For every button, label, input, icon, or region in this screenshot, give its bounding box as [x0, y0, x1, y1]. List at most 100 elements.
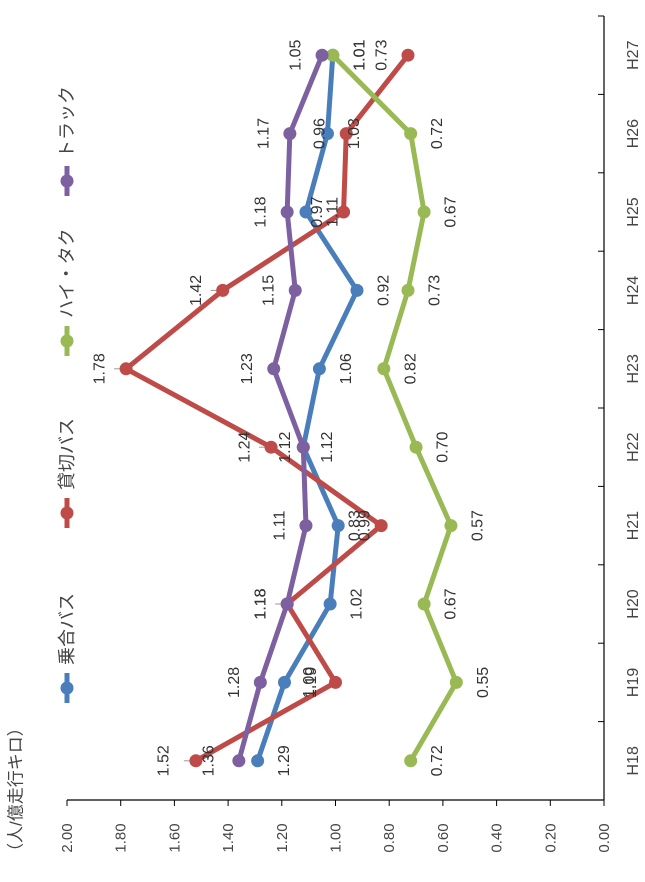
- legend-label: 貸切バス: [57, 418, 77, 490]
- data-point: [232, 754, 246, 768]
- data-label: 1.15: [261, 275, 278, 306]
- category-label: H24: [625, 276, 642, 305]
- value-tick-label: 1.60: [166, 823, 183, 852]
- data-label: 0.73: [373, 40, 390, 71]
- data-point: [401, 48, 415, 62]
- data-label: 1.78: [92, 353, 109, 384]
- value-tick-label: 0.20: [542, 823, 559, 852]
- data-label: 1.05: [288, 40, 305, 71]
- unit-label: （人/億走行キロ）: [7, 719, 26, 860]
- series-line: [123, 52, 411, 764]
- data-point: [312, 362, 326, 376]
- data-point: [404, 127, 418, 141]
- data-point: [417, 597, 431, 611]
- data-point: [251, 754, 265, 768]
- data-label: 1.11: [324, 197, 341, 227]
- category-label: H20: [625, 589, 642, 618]
- data-label: 1.18: [253, 588, 270, 619]
- series-line: [330, 52, 459, 764]
- data-label: 1.29: [276, 745, 293, 776]
- data-label: 0.70: [435, 432, 452, 463]
- data-label: 1.52: [155, 745, 172, 776]
- data-point: [299, 205, 313, 219]
- legend: 乗合バス 貸切バス ハイ・タク トラック: [57, 86, 77, 703]
- data-label: 0.97: [309, 196, 326, 227]
- data-label: 1.01: [351, 40, 368, 71]
- data-label: 1.12: [277, 432, 294, 463]
- data-point: [323, 597, 337, 611]
- data-label: 1.42: [188, 275, 205, 306]
- series-line: [236, 52, 325, 764]
- value-tick-label: 0.00: [596, 823, 613, 852]
- legend-label: ハイ・タク: [57, 228, 77, 318]
- legend-item: 貸切バス: [57, 418, 77, 528]
- data-label: 0.57: [469, 510, 486, 541]
- value-tick-label: 1.20: [274, 823, 291, 852]
- data-point: [326, 48, 340, 62]
- value-tick-label: 2.00: [59, 823, 76, 852]
- data-point: [189, 754, 203, 768]
- data-point: [277, 675, 291, 689]
- data-label: 1.36: [200, 745, 217, 776]
- category-label: H19: [625, 668, 642, 697]
- data-label: 1.00: [301, 667, 318, 698]
- legend-item: ハイ・タク: [57, 228, 77, 356]
- category-label: H26: [625, 119, 642, 148]
- data-point: [253, 675, 267, 689]
- data-label: 0.72: [429, 118, 446, 149]
- data-point: [216, 283, 230, 297]
- data-label: 1.01: [351, 40, 368, 71]
- data-point: [417, 205, 431, 219]
- value-tick-label: 0.60: [435, 823, 452, 852]
- axes: 0.00 0.20 0.40 0.60 0.80 1.00 1.20 1.40 1.60 1.80…: [59, 15, 642, 853]
- data-point: [264, 440, 278, 454]
- data-point: [449, 675, 463, 689]
- data-point: [401, 283, 415, 297]
- series-line: [255, 52, 360, 764]
- series-lines: [123, 52, 459, 764]
- data-label: 0.96: [312, 118, 329, 149]
- data-labels: 1.29 1.19 1.02 0.99 1.12 1.06 0.92 1.11 1.03 1.01…: [92, 40, 492, 777]
- data-point: [267, 362, 281, 376]
- data-point: [374, 519, 388, 533]
- value-tick-label: 1.40: [220, 823, 237, 852]
- data-point: [331, 519, 345, 533]
- data-label: 0.67: [443, 196, 460, 227]
- legend-item: 乗合バス: [57, 593, 77, 703]
- legend-swatch-marker: [60, 174, 74, 188]
- data-point: [296, 440, 310, 454]
- data-label: 1.03: [346, 118, 363, 149]
- data-point: [337, 205, 351, 219]
- legend-label: トラック: [57, 86, 77, 158]
- value-tick-label: 1.00: [328, 823, 345, 852]
- data-label: 0.72: [429, 745, 446, 776]
- data-label: 0.73: [426, 275, 443, 306]
- data-point: [377, 362, 391, 376]
- value-tick-label: 1.80: [113, 823, 130, 852]
- category-label: H25: [625, 197, 642, 226]
- data-label: 1.19: [303, 667, 320, 698]
- data-label: 0.82: [402, 353, 419, 384]
- data-point: [280, 597, 294, 611]
- data-point: [280, 205, 294, 219]
- legend-item: トラック: [57, 86, 77, 196]
- data-point: [119, 362, 133, 376]
- category-label: H18: [625, 746, 642, 775]
- data-label: 1.18: [253, 588, 270, 619]
- data-label: 0.92: [375, 275, 392, 306]
- data-point: [350, 283, 364, 297]
- value-tick-label: 0.40: [489, 823, 506, 852]
- data-label: 1.28: [226, 667, 243, 698]
- data-label: 1.18: [253, 196, 270, 227]
- category-label: H23: [625, 354, 642, 383]
- data-point: [404, 754, 418, 768]
- data-label: 1.17: [255, 118, 272, 149]
- data-point: [339, 127, 353, 141]
- data-point: [409, 440, 423, 454]
- data-label: 0.99: [357, 510, 374, 541]
- series-points: [119, 48, 463, 768]
- data-label: 1.23: [239, 353, 256, 384]
- data-point: [299, 519, 313, 533]
- value-tick-label: 0.80: [381, 823, 398, 852]
